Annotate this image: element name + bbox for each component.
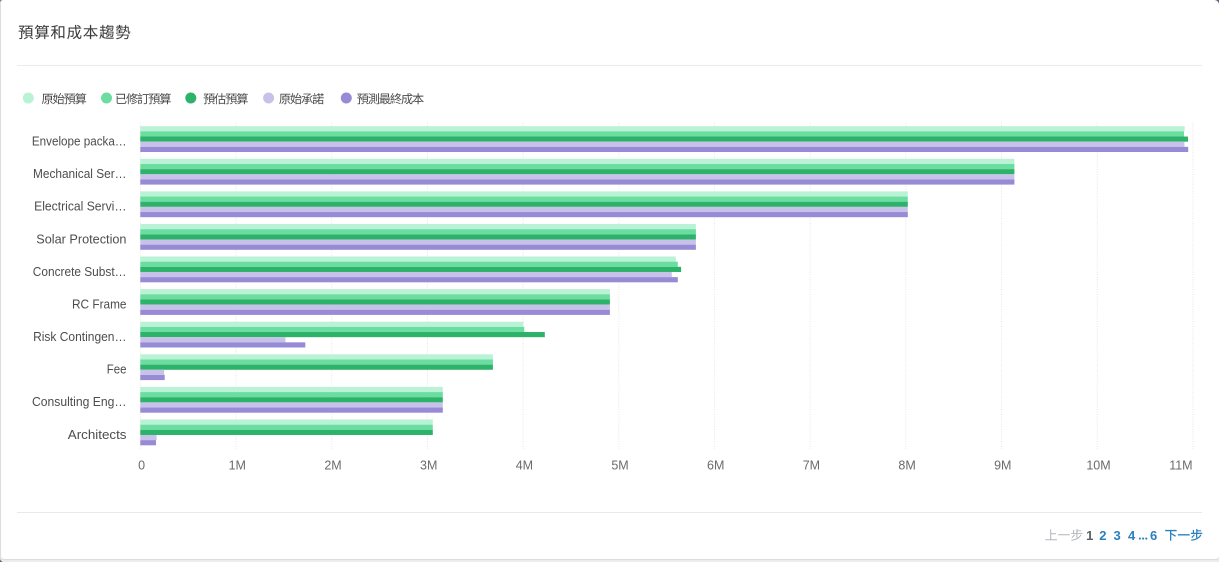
svg-text:3: 3 — [1113, 528, 1120, 543]
svg-text:4: 4 — [1128, 528, 1136, 543]
svg-text:2M: 2M — [324, 459, 341, 473]
svg-text:1M: 1M — [229, 459, 246, 473]
svg-text:Envelope packa…: Envelope packa… — [32, 135, 127, 149]
svg-text:6: 6 — [1150, 528, 1157, 543]
svg-text:11M: 11M — [1169, 459, 1192, 473]
svg-text:3M: 3M — [420, 459, 437, 473]
svg-text:5M: 5M — [611, 459, 628, 473]
svg-text:0: 0 — [138, 459, 145, 473]
svg-text:Risk Contingen…: Risk Contingen… — [33, 330, 126, 344]
svg-text:9M: 9M — [994, 459, 1011, 473]
svg-text:Concrete Subst…: Concrete Subst… — [33, 265, 127, 279]
svg-text:Architects: Architects — [68, 428, 127, 442]
svg-text:1: 1 — [1086, 528, 1093, 543]
svg-text:10M: 10M — [1086, 459, 1110, 473]
svg-text:4M: 4M — [516, 459, 533, 473]
svg-text:RC Frame: RC Frame — [72, 297, 127, 311]
svg-text:Consulting Eng…: Consulting Eng… — [32, 395, 127, 409]
svg-text:6M: 6M — [707, 459, 724, 473]
svg-text:2: 2 — [1099, 528, 1106, 543]
svg-text:Fee: Fee — [107, 363, 127, 377]
svg-text:Solar Protection: Solar Protection — [36, 232, 126, 246]
svg-text:Electrical Servi…: Electrical Servi… — [34, 200, 126, 214]
svg-text:8M: 8M — [898, 459, 915, 473]
svg-text:7M: 7M — [803, 459, 820, 473]
svg-text:Mechanical Ser…: Mechanical Ser… — [33, 167, 127, 181]
